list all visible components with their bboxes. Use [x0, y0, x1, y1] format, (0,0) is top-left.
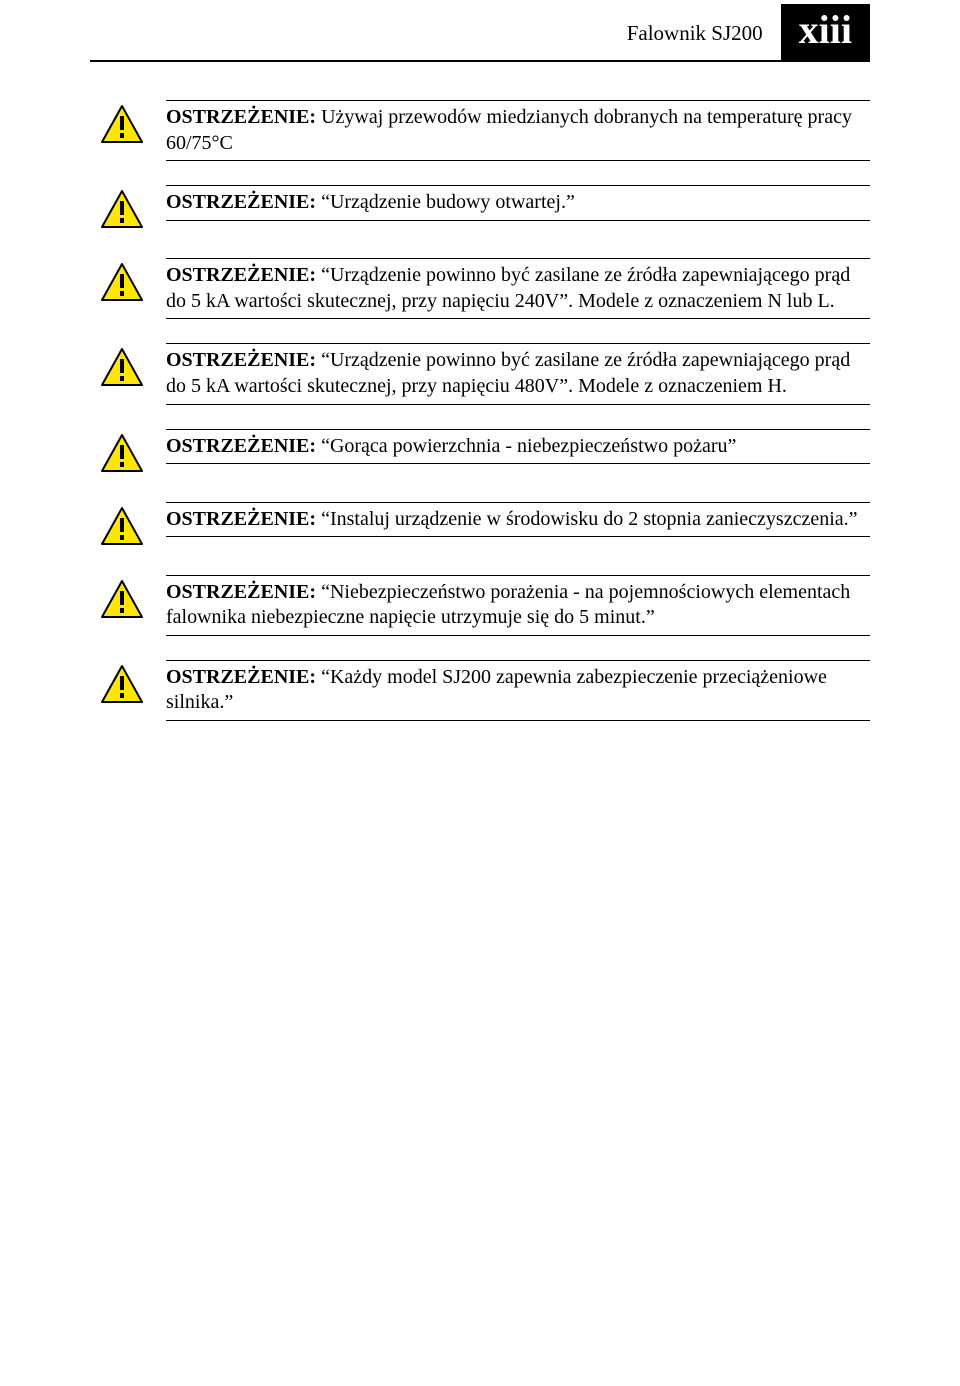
warning-block: OSTRZEŻENIE: “Urządzenie powinno być zas…: [100, 343, 870, 404]
warning-label: OSTRZEŻENIE:: [166, 666, 316, 688]
page-header: Falownik SJ200 xiii: [90, 0, 870, 60]
warning-text: OSTRZEŻENIE: “Urządzenie budowy otwartej…: [166, 185, 870, 221]
warning-block: OSTRZEŻENIE: “Urządzenie powinno być zas…: [100, 258, 870, 319]
page: Falownik SJ200 xiii OSTRZEŻENIE: Używaj …: [0, 0, 960, 721]
header-rule: [90, 60, 870, 62]
warning-triangle-icon: [100, 258, 144, 307]
warning-block: OSTRZEŻENIE: Używaj przewodów miedzianyc…: [100, 100, 870, 161]
warning-body: “Urządzenie budowy otwartej.”: [316, 191, 575, 213]
warning-triangle-icon: [100, 343, 144, 392]
warning-body: “Instaluj urządzenie w środowisku do 2 s…: [316, 508, 857, 530]
warning-triangle-icon: [100, 429, 144, 478]
warning-label: OSTRZEŻENIE:: [166, 581, 316, 603]
warning-text: OSTRZEŻENIE: Używaj przewodów miedzianyc…: [166, 100, 870, 161]
warning-text: OSTRZEŻENIE: “Niebezpieczeństwo porażeni…: [166, 575, 870, 636]
warning-label: OSTRZEŻENIE:: [166, 508, 316, 530]
warning-text: OSTRZEŻENIE: “Urządzenie powinno być zas…: [166, 258, 870, 319]
page-number: xiii: [781, 4, 870, 60]
warning-block: OSTRZEŻENIE: “Urządzenie budowy otwartej…: [100, 185, 870, 234]
warning-body: “Gorąca powierzchnia - niebezpieczeństwo…: [316, 435, 736, 457]
warning-label: OSTRZEŻENIE:: [166, 264, 316, 286]
warning-triangle-icon: [100, 185, 144, 234]
warning-text: OSTRZEŻENIE: “Urządzenie powinno być zas…: [166, 343, 870, 404]
warning-label: OSTRZEŻENIE:: [166, 106, 316, 128]
warning-text: OSTRZEŻENIE: “Instaluj urządzenie w środ…: [166, 502, 870, 538]
warning-block: OSTRZEŻENIE: “Instaluj urządzenie w środ…: [100, 502, 870, 551]
warning-label: OSTRZEŻENIE:: [166, 191, 316, 213]
warning-triangle-icon: [100, 575, 144, 624]
warnings-list: OSTRZEŻENIE: Używaj przewodów miedzianyc…: [90, 100, 870, 721]
warning-triangle-icon: [100, 100, 144, 149]
warning-block: OSTRZEŻENIE: “Niebezpieczeństwo porażeni…: [100, 575, 870, 636]
warning-label: OSTRZEŻENIE:: [166, 435, 316, 457]
warning-triangle-icon: [100, 660, 144, 709]
warning-block: OSTRZEŻENIE: “Gorąca powierzchnia - nieb…: [100, 429, 870, 478]
warning-triangle-icon: [100, 502, 144, 551]
warning-label: OSTRZEŻENIE:: [166, 349, 316, 371]
header-title: Falownik SJ200: [627, 21, 763, 60]
warning-text: OSTRZEŻENIE: “Każdy model SJ200 zapewnia…: [166, 660, 870, 721]
warning-text: OSTRZEŻENIE: “Gorąca powierzchnia - nieb…: [166, 429, 870, 465]
warning-block: OSTRZEŻENIE: “Każdy model SJ200 zapewnia…: [100, 660, 870, 721]
